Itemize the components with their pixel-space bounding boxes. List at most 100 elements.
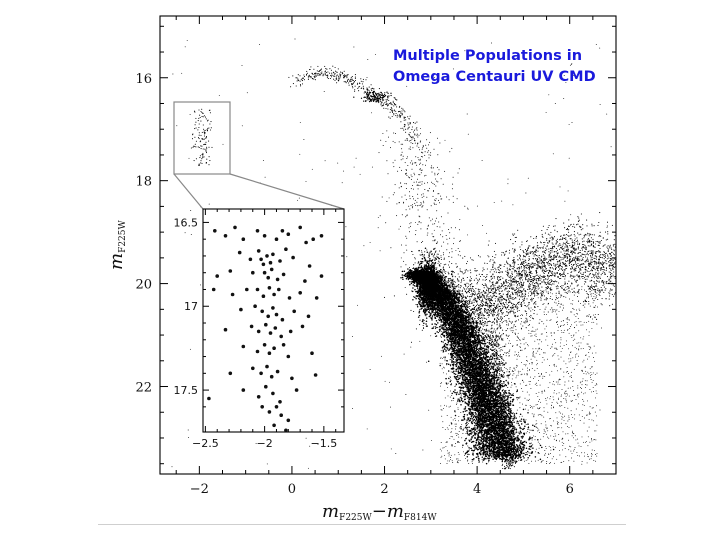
- cmd-point: [412, 147, 414, 149]
- cmd-point: [386, 103, 388, 105]
- cmd-point: [507, 183, 509, 185]
- cmd-point: [351, 79, 353, 81]
- cmd-point: [316, 72, 318, 75]
- cmd-point: [421, 148, 423, 150]
- cmd-point: [416, 129, 418, 131]
- cmd-point: [493, 373, 495, 376]
- cmd-point: [422, 152, 424, 154]
- cmd-point: [405, 169, 407, 170]
- cmd-point: [314, 74, 316, 76]
- cmd-point: [434, 223, 436, 225]
- cmd-point: [426, 139, 428, 141]
- cmd-point: [381, 196, 383, 198]
- cmd-point: [417, 197, 419, 199]
- cmd-point: [365, 79, 367, 81]
- cmd-point: [527, 423, 529, 425]
- cmd-point: [401, 244, 402, 246]
- cmd-point: [377, 96, 379, 98]
- cmd-point: [198, 132, 200, 134]
- cmd-point: [486, 451, 489, 454]
- cmd-point: [388, 197, 390, 199]
- cmd-point: [327, 74, 329, 76]
- cmd-point: [356, 83, 358, 85]
- cmd-point: [436, 226, 438, 228]
- cmd-point: [368, 100, 371, 103]
- cmd-point: [189, 114, 191, 116]
- cmd-point: [208, 164, 210, 166]
- cmd-point: [208, 140, 210, 142]
- cmd-point: [439, 226, 441, 228]
- cmd-point: [204, 116, 207, 118]
- cmd-point: [595, 44, 597, 46]
- cmd-point: [573, 437, 574, 439]
- cmd-point: [451, 256, 453, 258]
- cmd-point: [522, 408, 525, 411]
- cmd-point: [422, 240, 424, 242]
- cmd-point: [606, 113, 608, 115]
- cmd-point: [416, 145, 418, 147]
- cmd-point: [326, 77, 328, 79]
- cmd-point: [431, 233, 433, 235]
- cmd-point: [435, 319, 438, 322]
- cmd-point: [328, 77, 330, 80]
- cmd-point: [325, 68, 327, 70]
- cmd-point: [525, 192, 527, 194]
- cmd-point: [335, 75, 338, 77]
- cmd-point: [390, 406, 391, 408]
- cmd-point: [417, 184, 419, 186]
- cmd-point: [437, 174, 439, 176]
- cmd-point: [351, 84, 353, 86]
- cmd-point: [397, 114, 399, 116]
- cmd-point: [440, 255, 442, 257]
- cmd-point: [316, 70, 318, 72]
- cmd-point: [452, 195, 454, 197]
- cmd-point: [379, 215, 381, 217]
- cmd-point: [449, 232, 451, 234]
- cmd-point: [315, 74, 317, 76]
- cmd-point: [414, 162, 416, 164]
- cmd-point: [195, 146, 197, 148]
- cmd-point: [318, 70, 320, 72]
- cmd-point: [494, 262, 496, 264]
- cmd-point: [424, 154, 426, 156]
- cmd-point: [362, 81, 364, 83]
- cmd-point: [403, 201, 405, 203]
- cmd-point: [451, 188, 453, 190]
- cmd-point: [198, 164, 200, 166]
- cmd-point: [201, 162, 203, 164]
- cmd-point: [204, 143, 206, 146]
- cmd-point: [327, 71, 329, 73]
- cmd-point: [193, 145, 195, 147]
- cmd-point: [435, 263, 437, 265]
- cmd-point: [426, 196, 428, 198]
- cmd-point: [204, 129, 206, 131]
- cmd-point: [440, 257, 442, 259]
- cmd-point: [533, 286, 535, 288]
- cmd-point: [467, 260, 468, 262]
- cmd-point: [416, 121, 418, 123]
- cmd-point: [454, 361, 456, 363]
- cmd-point: [503, 413, 505, 415]
- cmd-point: [207, 127, 209, 129]
- cmd-point: [386, 99, 389, 101]
- cmd-point: [368, 89, 370, 91]
- cmd-point: [398, 115, 400, 117]
- cmd-point: [422, 255, 424, 257]
- cmd-point: [394, 159, 396, 161]
- cmd-point: [208, 203, 210, 205]
- cmd-point: [456, 198, 458, 200]
- cmd-point: [394, 142, 396, 144]
- cmd-point: [420, 140, 422, 142]
- cmd-point: [201, 131, 203, 133]
- cmd-point: [511, 400, 514, 403]
- cmd-point: [437, 253, 439, 255]
- cmd-point: [433, 202, 435, 204]
- cmd-point: [517, 435, 519, 437]
- cmd-point: [433, 254, 435, 255]
- cmd-point: [432, 195, 434, 197]
- cmd-point: [393, 114, 395, 116]
- cmd-point: [200, 145, 202, 147]
- cmd-point: [352, 87, 354, 89]
- cmd-point: [460, 377, 461, 379]
- cmd-point: [424, 189, 426, 190]
